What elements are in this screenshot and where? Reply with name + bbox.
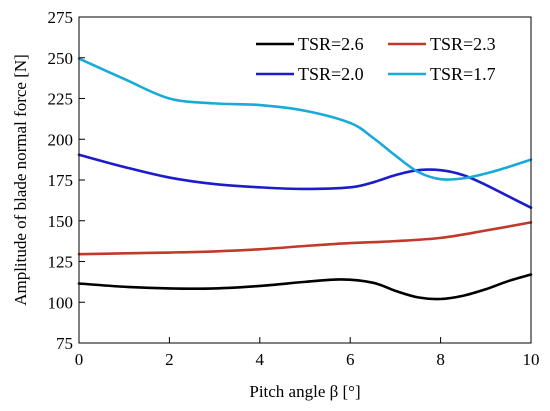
series-line-tsr-2-3 [77, 221, 533, 256]
series-line-tsr-2-6 [77, 273, 533, 301]
x-tick-label: 2 [165, 350, 174, 369]
y-tick-label: 200 [48, 130, 74, 149]
y-tick-label: 275 [48, 8, 74, 27]
series-line-tsr-1-7 [77, 57, 533, 181]
y-tick-label: 150 [48, 212, 74, 231]
legend-label-tsr-2-3: TSR=2.3 [430, 34, 496, 54]
series-layer [77, 57, 533, 301]
y-tick-label: 225 [48, 90, 74, 109]
x-axis-title: Pitch angle β [°] [249, 382, 360, 401]
x-tick-label: 4 [256, 350, 265, 369]
y-tick-label: 175 [48, 171, 74, 190]
legend-label-tsr-2-0: TSR=2.0 [298, 64, 364, 84]
x-tick-label: 6 [346, 350, 355, 369]
series-line-tsr-2-0 [77, 153, 533, 210]
y-tick-label: 125 [48, 253, 74, 272]
y-axis-title: Amplitude of blade normal force [N] [11, 54, 30, 306]
axis-layer: 0 2 4 6 8 10 75 100 125 150 175 200 225 250 275 [48, 8, 540, 369]
y-tick-label: 100 [48, 293, 74, 312]
x-tick-label: 0 [75, 350, 84, 369]
legend-label-tsr-2-6: TSR=2.6 [298, 34, 364, 54]
y-tick-label: 250 [48, 49, 74, 68]
legend-label-tsr-1-7: TSR=1.7 [430, 64, 496, 84]
x-tick-label: 10 [523, 350, 540, 369]
y-tick-label: 75 [56, 334, 73, 353]
legend: TSR=2.6 TSR=2.3 TSR=2.0 TSR=1.7 [256, 34, 496, 84]
plot-frame [78, 16, 532, 344]
x-tick-label: 8 [436, 350, 445, 369]
